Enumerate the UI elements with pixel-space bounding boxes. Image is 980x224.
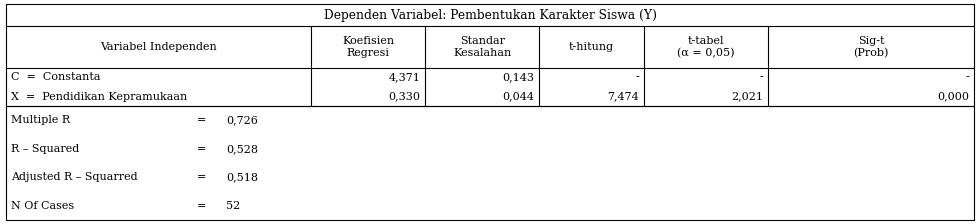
Text: Koefisien
Regresi: Koefisien Regresi	[342, 36, 394, 58]
Text: 0,518: 0,518	[226, 172, 258, 182]
Text: Variabel Independen: Variabel Independen	[100, 42, 217, 52]
Text: Sig-t
(Prob): Sig-t (Prob)	[854, 36, 889, 58]
Text: -: -	[635, 73, 639, 82]
Text: t-tabel
(α = 0,05): t-tabel (α = 0,05)	[677, 36, 735, 58]
Text: -: -	[760, 73, 762, 82]
Text: =: =	[196, 115, 206, 125]
Text: 0,528: 0,528	[226, 144, 258, 154]
Text: =: =	[196, 201, 206, 211]
Text: 2,021: 2,021	[731, 91, 762, 101]
Text: 0,044: 0,044	[503, 91, 534, 101]
Text: X  =  Pendidikan Kepramukaan: X = Pendidikan Kepramukaan	[11, 91, 187, 101]
Text: 0,000: 0,000	[937, 91, 969, 101]
Text: -: -	[965, 73, 969, 82]
Text: Standar
Kesalahan: Standar Kesalahan	[453, 36, 512, 58]
Text: t-hitung: t-hitung	[569, 42, 614, 52]
Text: 0,330: 0,330	[388, 91, 420, 101]
Text: Dependen Variabel: Pembentukan Karakter Siswa (Y): Dependen Variabel: Pembentukan Karakter …	[323, 9, 657, 22]
Text: 0,143: 0,143	[503, 73, 534, 82]
Text: Multiple R: Multiple R	[11, 115, 71, 125]
Text: 0,726: 0,726	[226, 115, 258, 125]
Text: =: =	[196, 144, 206, 154]
Text: 4,371: 4,371	[388, 73, 420, 82]
Text: Adjusted R – Squarred: Adjusted R – Squarred	[11, 172, 137, 182]
Text: C  =  Constanta: C = Constanta	[11, 73, 101, 82]
Text: R – Squared: R – Squared	[11, 144, 79, 154]
Text: 52: 52	[226, 201, 240, 211]
Text: 7,474: 7,474	[608, 91, 639, 101]
Text: N Of Cases: N Of Cases	[11, 201, 74, 211]
Text: =: =	[196, 172, 206, 182]
